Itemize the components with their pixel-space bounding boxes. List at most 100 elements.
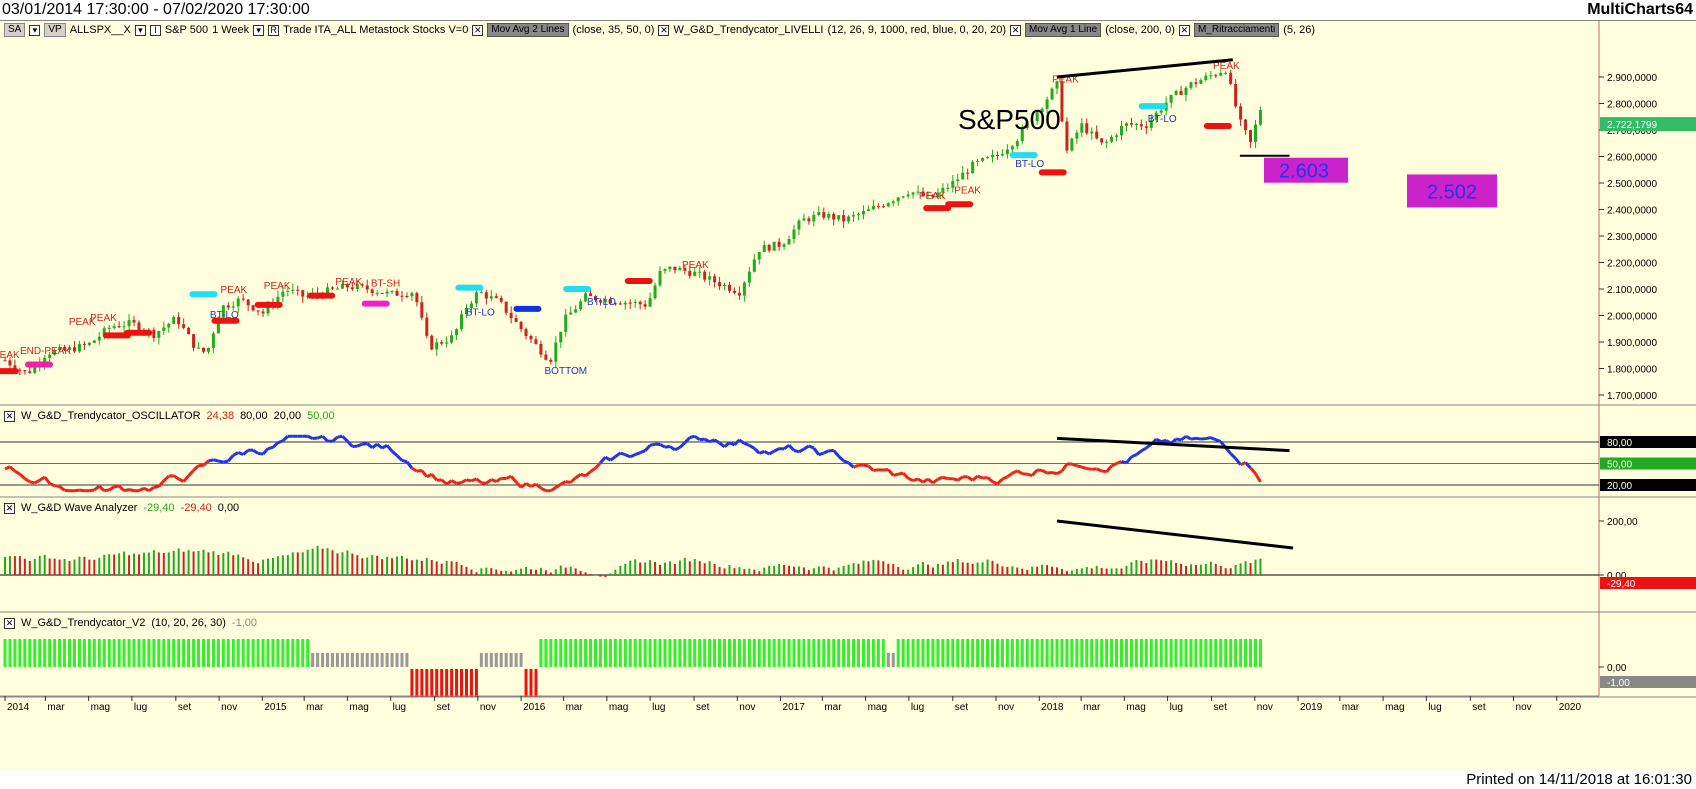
close-study-icon[interactable]: ✕ [472,24,484,36]
osc-segment [450,479,458,485]
i-toggle-icon[interactable]: I [149,24,161,36]
osc-segment [411,466,418,473]
time-tick-label: nov [221,702,237,713]
candle-body [752,259,756,272]
sa-button[interactable]: SA [4,23,26,37]
study-mov-avg-2-lines[interactable]: Mov Avg 2 Lines [487,23,569,37]
candle-body [1070,138,1074,151]
wave-value-1: -29,40 [143,502,175,514]
close-study-icon[interactable]: ✕ [1178,24,1190,36]
v2-bar [961,639,965,667]
osc-segment [728,441,736,447]
osc-segment [1026,472,1033,478]
v2-bar [400,653,404,667]
chart-annotation: PEAK [90,313,117,324]
osc-segment [867,464,875,472]
v2-bar [1258,639,1262,667]
candle-body [524,329,528,336]
v2-bar [350,653,354,667]
chart-annotation: BT-LO [587,297,616,308]
time-tick-label: 2017 [783,702,806,713]
candle-body [1030,121,1034,123]
close-pane-icon[interactable]: ✕ [4,617,15,629]
chart-area[interactable]: 2.900,0000 2.800,0000 2.700,0000 2.600,0000… [0,20,1696,771]
chart-annotation: BT-LO [1148,114,1177,125]
chart-canvas[interactable]: 2.900,0000 2.800,0000 2.700,0000 2.600,0000… [0,21,1696,771]
candle-body [33,364,37,373]
osc-segment [227,454,235,462]
osc-segment [1001,475,1009,481]
osc-segment [678,441,686,449]
v2-bar [1000,639,1004,667]
v2-bar [1154,639,1158,667]
osc-segment [89,488,95,493]
current-price-marker [1600,117,1696,132]
time-tick-label: mag [1385,702,1404,713]
v2-bar [420,669,424,697]
v2-bar [1194,639,1198,667]
osc-segment [569,476,577,484]
v2-bar [718,639,722,667]
osc-segment [798,447,805,454]
v2-bar [569,639,573,667]
study-mov-avg-1-line[interactable]: Mov Avg 1 Line [1025,23,1102,37]
candle-body [1179,90,1183,95]
close-pane-icon[interactable]: ✕ [4,502,15,514]
osc-segment [843,459,850,465]
v2-bar [1159,639,1163,667]
close-study-icon[interactable]: ✕ [1010,24,1022,36]
candle-body [742,282,746,296]
osc-segment [366,442,374,449]
v2-bar [177,639,181,667]
v2-bar [1234,639,1238,667]
v2-bar [598,639,602,667]
dropdown-icon[interactable]: ▾ [29,24,41,36]
v2-bar [340,653,344,667]
candle-body [509,312,513,319]
close-pane-icon[interactable]: ✕ [4,410,15,422]
candle-body [891,201,895,204]
osc-segment [669,445,676,452]
candle-body [976,160,980,162]
symbol-dropdown-icon[interactable]: ▾ [134,24,146,36]
v2-bar [82,639,86,667]
candle-body [286,290,290,292]
candle-body [990,155,994,158]
osc-segment [699,437,705,442]
close-study-icon[interactable]: ✕ [658,24,670,36]
v2-bar [608,639,612,667]
candle-body [58,347,62,351]
osc-segment [1031,469,1039,477]
v2-bar [891,653,895,667]
r-toggle-icon[interactable]: R [268,24,280,36]
interval-dropdown-icon[interactable]: ▾ [253,24,265,36]
osc-segment [460,478,468,484]
candle-body [896,197,900,202]
v2-bar [837,639,841,667]
osc-segment [510,475,518,483]
osc-segment [977,474,984,480]
candle-body [415,293,419,303]
study-ritracciamenti[interactable]: M_Ritracciamenti [1193,23,1280,37]
osc-segment [14,469,21,476]
v2-bar [1184,639,1188,667]
level-bar [923,205,952,212]
symbol-label: ALLSPX__X [69,24,131,36]
osc-segment [426,472,433,479]
candle-body [375,292,379,294]
vp-button[interactable]: VP [44,23,66,37]
study-trendycator-livelli[interactable]: W_G&D_Trendycator_LIVELLI [673,24,824,36]
candle-body [1005,149,1009,155]
candle-body [137,322,141,331]
osc-segment [515,480,523,489]
chart-annotation: PEAK [264,281,291,292]
osc-segment [832,449,840,458]
osc-tick-bg [1600,457,1696,470]
candle-body [802,218,806,221]
candle-body [936,192,940,198]
v2-bar [291,639,295,667]
v2-bar [757,639,761,667]
target-box-1 [1264,157,1348,183]
osc-segment [1239,461,1247,467]
v2-bar [579,639,583,667]
